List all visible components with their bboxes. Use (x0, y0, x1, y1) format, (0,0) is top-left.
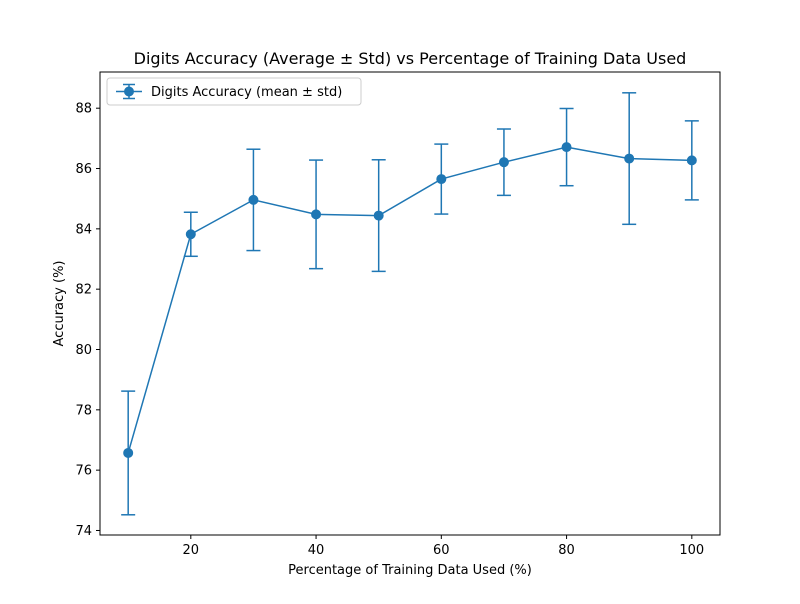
data-point (373, 210, 384, 221)
y-tick-label: 74 (75, 524, 92, 539)
y-tick-label: 78 (75, 403, 92, 418)
data-point (498, 157, 509, 168)
legend: Digits Accuracy (mean ± std) (106, 77, 362, 106)
x-tick-label: 80 (558, 543, 575, 558)
legend-label: Digits Accuracy (mean ± std) (151, 85, 342, 100)
legend-marker (124, 86, 134, 97)
x-tick-label: 40 (308, 543, 325, 558)
data-point (248, 194, 259, 205)
y-tick-label: 84 (75, 222, 92, 237)
chart-title: Digits Accuracy (Average ± Std) vs Perce… (134, 49, 687, 68)
axes-frame (99, 71, 721, 536)
y-tick-label: 88 (75, 102, 92, 117)
y-axis-label: Accuracy (%) (52, 261, 67, 347)
data-point (561, 142, 572, 153)
data-point (686, 155, 697, 166)
series-line (127, 146, 692, 454)
y-tick-label: 80 (75, 343, 92, 358)
x-axis-label: Percentage of Training Data Used (%) (288, 563, 532, 578)
x-tick-label: 20 (183, 543, 200, 558)
data-point (123, 447, 134, 458)
data-point (311, 209, 322, 220)
x-tick-label: 100 (679, 543, 704, 558)
data-point (185, 229, 196, 240)
data-point (624, 153, 635, 164)
y-tick-label: 82 (75, 283, 92, 298)
y-tick-label: 76 (75, 464, 92, 479)
legend-box (106, 77, 362, 106)
data-point (436, 174, 447, 185)
x-tick-label: 60 (433, 543, 450, 558)
y-tick-label: 86 (75, 162, 92, 177)
